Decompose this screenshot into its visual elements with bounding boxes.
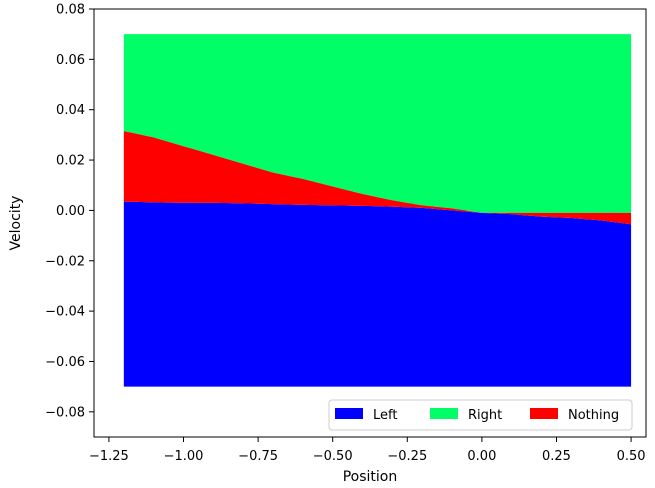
x-axis: −1.25 −1.00 −0.75 −0.50 −0.25 0.00 0.25 0.50 [89,437,646,464]
right-region [123,34,632,213]
axes-frame [93,8,647,438]
legend-label: Right [468,408,502,423]
x-tick-label: 0.00 [467,449,496,464]
y-tick-label: 0.06 [56,53,85,68]
x-tick-label: −1.00 [164,449,204,464]
plot-area [123,34,632,387]
x-tick-label: −0.50 [313,449,353,464]
legend: Left Right Nothing [328,399,633,431]
legend-swatch [530,408,558,419]
y-tick-label: −0.04 [45,305,85,320]
x-tick-label: −0.75 [238,449,278,464]
y-axis-label: Velocity [8,196,24,251]
y-tick-label: −0.02 [45,254,85,269]
legend-label: Nothing [568,408,619,423]
legend-swatch [335,408,363,419]
legend-swatch [430,408,458,419]
left-region [123,201,632,387]
legend-frame [328,399,633,431]
x-tick-label: −0.25 [387,449,427,464]
x-tick-label: −1.25 [89,449,129,464]
y-tick-label: −0.08 [45,405,85,420]
x-tick-label: 0.25 [542,449,571,464]
y-tick-label: 0.02 [56,154,85,169]
y-tick-label: 0.04 [56,103,85,118]
x-axis-label: Position [343,469,398,485]
x-tick-label: 0.50 [617,449,646,464]
y-tick-label: 0.00 [56,204,85,219]
y-tick-label: 0.08 [56,3,85,18]
y-tick-label: −0.06 [45,355,85,370]
y-axis: −0.08 −0.06 −0.04 −0.02 0.00 0.02 0.04 0.06 0.08 [45,3,94,420]
nothing-region [123,131,632,225]
legend-label: Left [373,408,397,423]
